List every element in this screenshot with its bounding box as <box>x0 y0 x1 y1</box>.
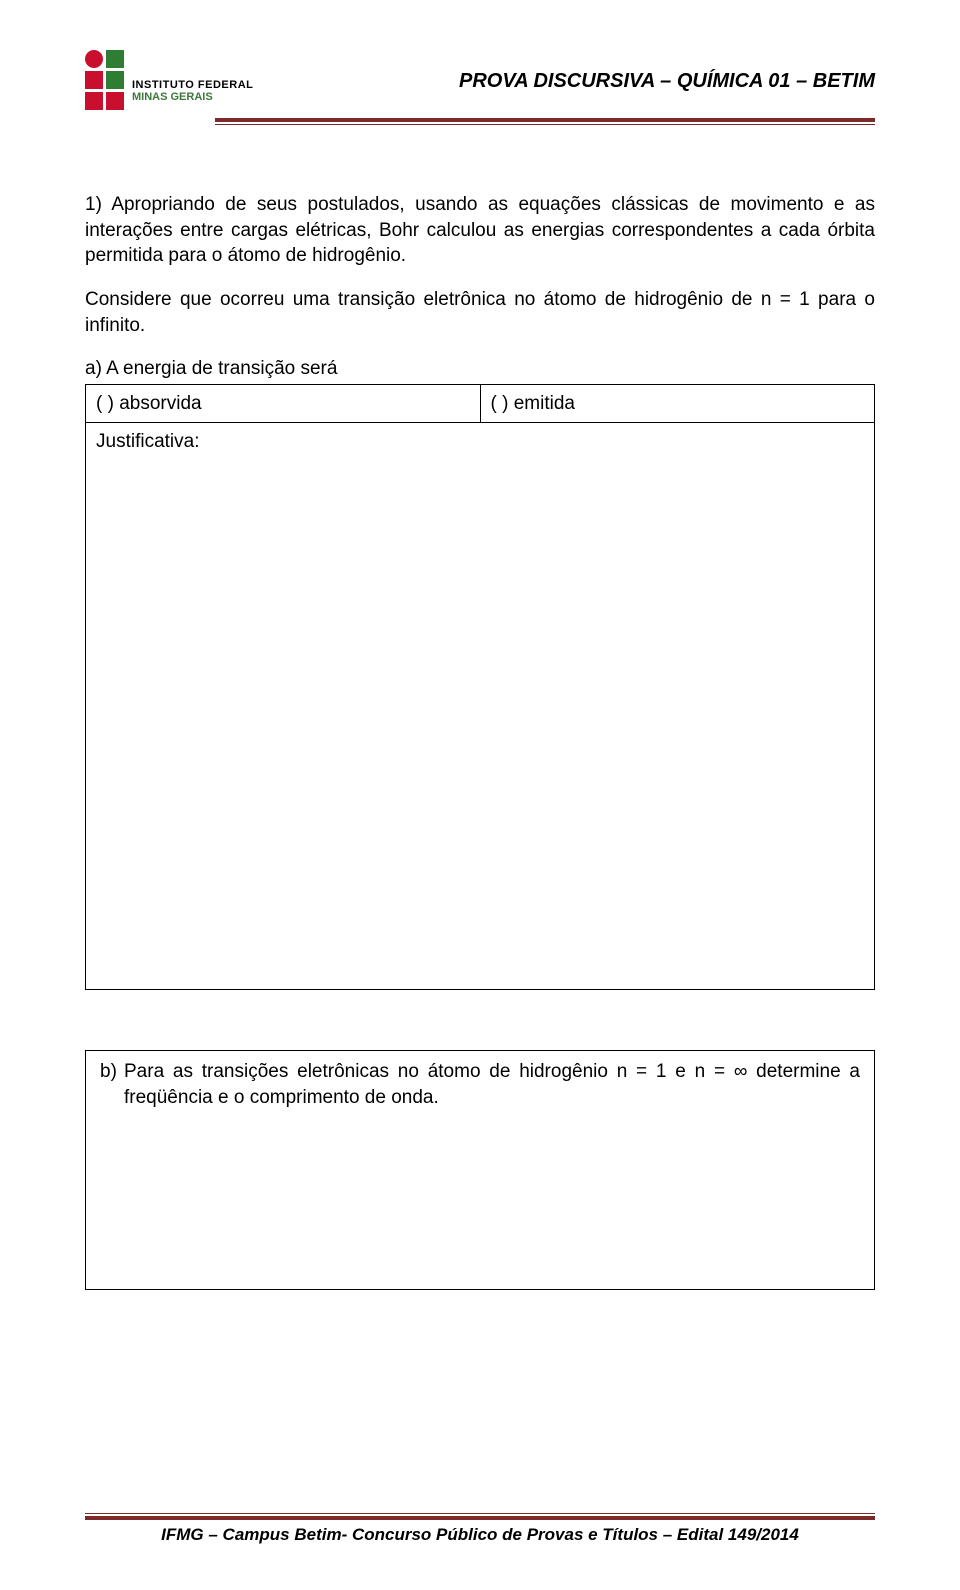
page-title: PROVA DISCURSIVA – QUÍMICA 01 – BETIM <box>459 70 875 93</box>
question-b-box[interactable]: b) Para as transições eletrônicas no áto… <box>85 1050 875 1290</box>
content-area: 1) Apropriando de seus postulados, usand… <box>85 192 875 1290</box>
logo-line1: INSTITUTO FEDERAL <box>132 79 253 91</box>
logo-squares-icon <box>85 50 124 110</box>
logo-text: INSTITUTO FEDERAL MINAS GERAIS <box>132 79 253 103</box>
option-emitida[interactable]: ( ) emitida <box>481 385 875 423</box>
justificativa-box[interactable]: Justificativa: <box>85 422 875 990</box>
question-b-text: Para as transições eletrônicas no átomo … <box>124 1059 860 1110</box>
footer-text: IFMG – Campus Betim- Concurso Público de… <box>85 1525 875 1545</box>
logo-square <box>85 92 103 110</box>
question-a-label: a) A energia de transição será <box>85 356 875 382</box>
question-considere: Considere que ocorreu uma transição elet… <box>85 287 875 338</box>
institution-logo: INSTITUTO FEDERAL MINAS GERAIS <box>85 50 253 110</box>
logo-square <box>85 50 103 68</box>
logo-square <box>106 71 124 89</box>
justificativa-label: Justificativa: <box>96 431 199 452</box>
header-rule <box>215 118 875 122</box>
header-row: INSTITUTO FEDERAL MINAS GERAIS PROVA DIS… <box>85 50 875 110</box>
question-b-marker: b) <box>100 1059 124 1110</box>
logo-line2: MINAS GERAIS <box>132 91 253 103</box>
question-intro: 1) Apropriando de seus postulados, usand… <box>85 192 875 269</box>
logo-square <box>106 50 124 68</box>
footer: IFMG – Campus Betim- Concurso Público de… <box>85 1516 875 1545</box>
logo-square <box>106 92 124 110</box>
option-absorvida[interactable]: ( ) absorvida <box>86 385 481 423</box>
logo-square <box>85 71 103 89</box>
options-row: ( ) absorvida ( ) emitida <box>85 384 875 423</box>
footer-rule <box>85 1516 875 1517</box>
